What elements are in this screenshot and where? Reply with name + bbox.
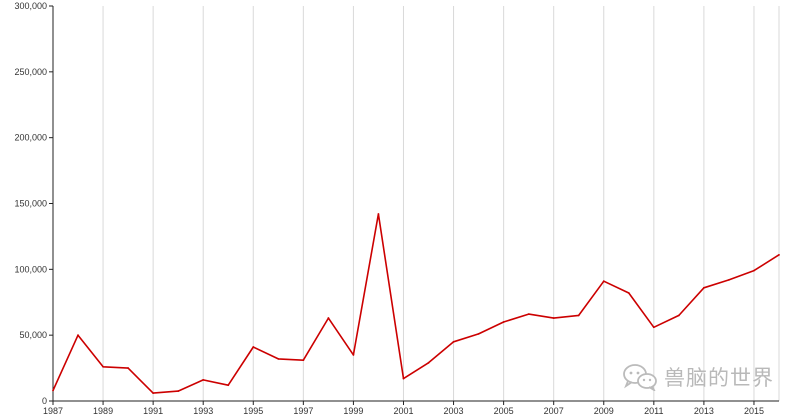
- data-point: [177, 390, 180, 393]
- x-tick-label: 2001: [393, 406, 413, 416]
- data-point: [352, 354, 355, 356]
- x-tick-label: 2013: [694, 406, 714, 416]
- data-point: [778, 253, 780, 256]
- data-point: [728, 278, 730, 281]
- y-tick-label: 100,000: [14, 264, 47, 274]
- x-tick-label: 1999: [343, 406, 363, 416]
- x-tick-label: 2015: [744, 406, 764, 416]
- data-point: [602, 280, 605, 283]
- data-point: [677, 314, 680, 317]
- data-point: [52, 389, 54, 392]
- tick-labels: 1987 1989 1991 1993 1995 1997 1999 2001 2003 2005…: [14, 1, 764, 416]
- data-point: [202, 379, 205, 381]
- data-point: [277, 357, 280, 360]
- data-point: [527, 313, 530, 315]
- data-point: [77, 334, 79, 337]
- data-point: [627, 292, 630, 294]
- data-point: [127, 367, 130, 369]
- x-tick-label: 2009: [594, 406, 614, 416]
- data-point: [477, 332, 480, 335]
- x-tick-label: 1991: [143, 406, 163, 416]
- data-point: [377, 213, 380, 215]
- data-point: [502, 321, 505, 323]
- x-tick-label: 2011: [644, 406, 663, 416]
- data-point: [753, 269, 755, 272]
- watermark-text: 兽脑的世界: [664, 366, 774, 390]
- data-point: [702, 286, 705, 289]
- data-point: [427, 361, 430, 364]
- x-tick-label: 1995: [243, 406, 263, 416]
- y-tick-label: 150,000: [14, 199, 47, 209]
- x-tick-label: 2003: [444, 406, 464, 416]
- grid-lines: [52, 6, 780, 401]
- data-point: [302, 359, 305, 362]
- x-tick-label: 1989: [93, 406, 113, 416]
- x-tick-label: 1997: [293, 406, 313, 416]
- series-layer: [52, 213, 780, 394]
- wechat-icon: [623, 364, 657, 391]
- data-point: [552, 317, 555, 319]
- data-point: [452, 340, 455, 343]
- x-tick-label: 2007: [544, 406, 564, 416]
- y-tick-label: 50,000: [19, 330, 47, 340]
- data-point: [252, 346, 255, 348]
- axes: [49, 5, 779, 405]
- x-tick-label: 1993: [193, 406, 213, 416]
- x-tick-label: 2005: [494, 406, 514, 416]
- data-point: [652, 326, 655, 329]
- y-tick-label: 250,000: [14, 67, 47, 77]
- y-tick-label: 0: [42, 396, 47, 406]
- data-point: [102, 365, 104, 368]
- data-point: [227, 384, 230, 387]
- y-tick-label: 200,000: [14, 133, 47, 143]
- data-point: [577, 314, 580, 317]
- data-point: [327, 317, 330, 319]
- x-tick-label: 1987: [43, 406, 63, 416]
- data-point: [152, 392, 155, 394]
- watermark: 兽脑的世界: [622, 362, 774, 392]
- data-point: [402, 377, 405, 380]
- y-tick-label: 300,000: [14, 1, 47, 11]
- series-line: [52, 213, 780, 394]
